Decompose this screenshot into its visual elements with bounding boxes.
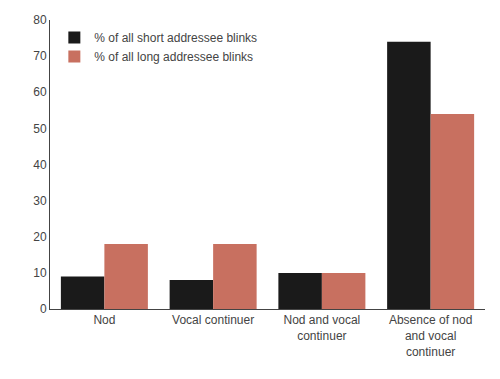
svg-text:60: 60 xyxy=(33,85,47,99)
svg-text:70: 70 xyxy=(33,49,47,63)
svg-text:40: 40 xyxy=(33,158,47,172)
svg-text:Nod: Nod xyxy=(93,313,115,327)
svg-text:30: 30 xyxy=(33,194,47,208)
svg-text:80: 80 xyxy=(33,13,47,27)
svg-text:20: 20 xyxy=(33,230,47,244)
svg-text:Absence of nodand vocalcontinu: Absence of nodand vocalcontinuer xyxy=(389,313,472,358)
svg-text:Vocal continuer: Vocal continuer xyxy=(172,313,254,327)
svg-text:10: 10 xyxy=(33,266,47,280)
svg-text:50: 50 xyxy=(33,122,47,136)
svg-text:Nod and vocalcontinuer: Nod and vocalcontinuer xyxy=(284,313,361,343)
svg-text:0: 0 xyxy=(40,302,47,316)
svg-text:% of all short addressee blink: % of all short addressee blinks xyxy=(94,31,257,45)
svg-text:% of all long addressee blinks: % of all long addressee blinks xyxy=(94,50,253,64)
